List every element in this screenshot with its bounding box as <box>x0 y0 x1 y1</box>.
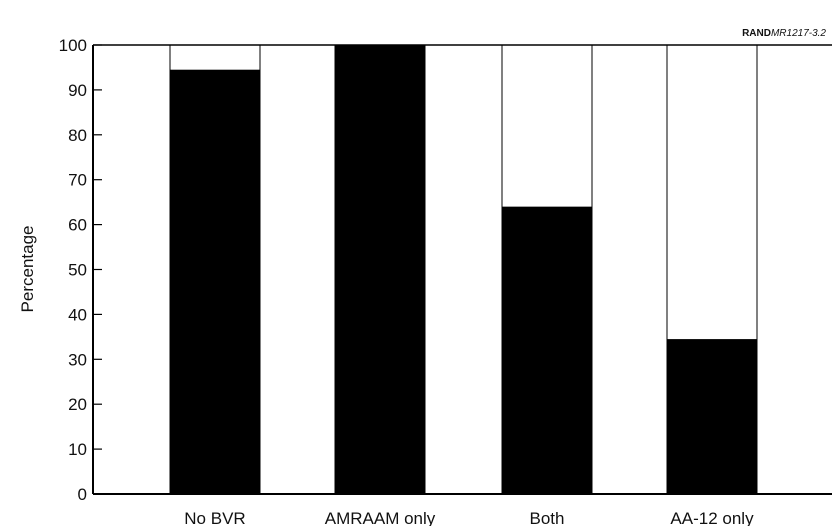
y-tick-label-0: 0 <box>78 485 87 504</box>
y-tick-label-20: 20 <box>68 395 87 414</box>
y-tick-label-30: 30 <box>68 350 87 369</box>
bar-1 <box>335 45 425 494</box>
x-category-label-1: AMRAAM only <box>325 509 436 526</box>
bar-3 <box>667 339 757 494</box>
y-tick-label-10: 10 <box>68 440 87 459</box>
x-category-label-3: AA-12 only <box>670 509 754 526</box>
y-tick-label-90: 90 <box>68 81 87 100</box>
bar-0 <box>170 69 260 494</box>
bar-2 <box>502 206 592 494</box>
y-tick-label-50: 50 <box>68 261 87 280</box>
y-tick-label-100: 100 <box>59 36 87 55</box>
source-label-italic: MR1217-3.2 <box>771 28 826 39</box>
plot-area: 0 10 20 30 40 50 60 70 80 90 100 No BVR AMRAAM only B… <box>59 36 832 526</box>
x-category-label-0: No BVR <box>184 509 245 526</box>
source-label: RANDMR1217-3.2 <box>742 28 826 39</box>
y-tick-label-40: 40 <box>68 305 87 324</box>
y-tick-label-60: 60 <box>68 216 87 235</box>
x-category-label-2: Both <box>530 509 565 526</box>
y-axis-title: Percentage <box>18 226 37 313</box>
y-tick-label-80: 80 <box>68 126 87 145</box>
source-label-bold: RAND <box>742 28 771 39</box>
y-tick-label-70: 70 <box>68 171 87 190</box>
